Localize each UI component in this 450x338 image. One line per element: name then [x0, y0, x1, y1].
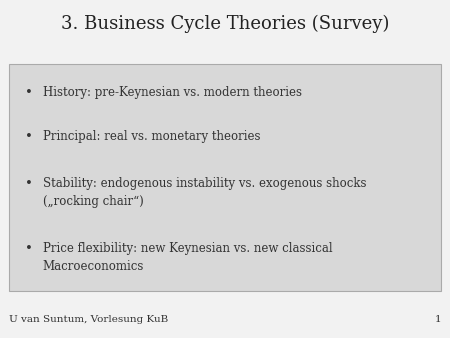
Text: 3. Business Cycle Theories (Survey): 3. Business Cycle Theories (Survey): [61, 15, 389, 33]
Text: •: •: [25, 242, 32, 255]
Text: History: pre-Keynesian vs. modern theories: History: pre-Keynesian vs. modern theori…: [43, 86, 302, 99]
Text: •: •: [25, 86, 32, 99]
Text: Principal: real vs. monetary theories: Principal: real vs. monetary theories: [43, 130, 260, 143]
Text: Price flexibility: new Keynesian vs. new classical
Macroeconomics: Price flexibility: new Keynesian vs. new…: [43, 242, 333, 273]
Text: U van Suntum, Vorlesung KuB: U van Suntum, Vorlesung KuB: [9, 315, 168, 324]
Text: •: •: [25, 177, 32, 190]
Text: •: •: [25, 130, 32, 143]
FancyBboxPatch shape: [9, 64, 441, 291]
Text: Stability: endogenous instability vs. exogenous shocks
(„rocking chair“): Stability: endogenous instability vs. ex…: [43, 177, 366, 209]
Text: 1: 1: [434, 315, 441, 324]
